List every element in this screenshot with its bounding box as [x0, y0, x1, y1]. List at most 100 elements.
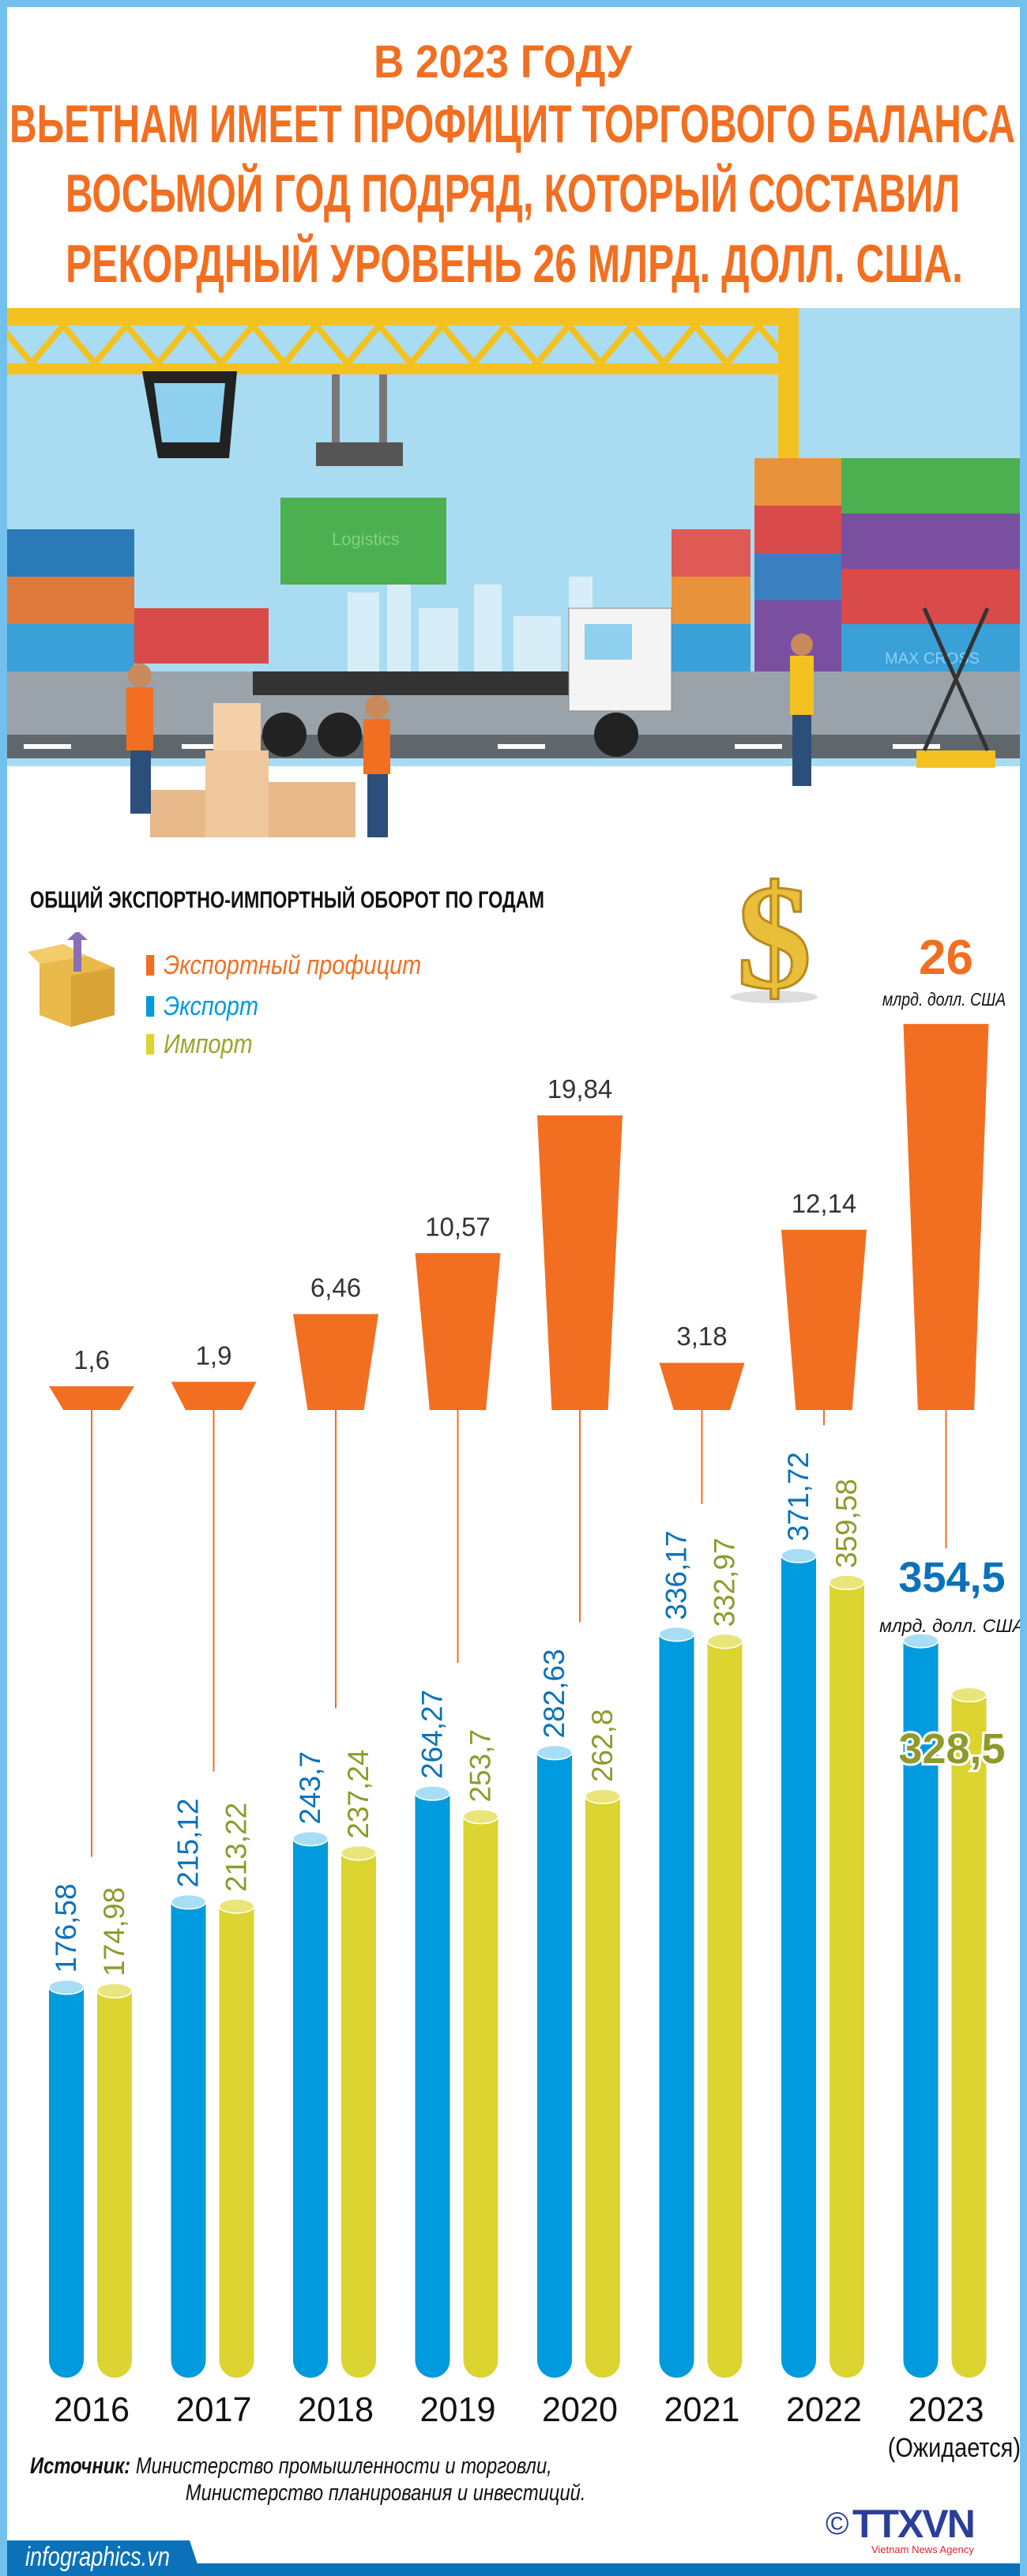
- year-group-2022: 371,72 359,58 12,14 2022: [781, 1189, 867, 2429]
- import-bar-top: [96, 1983, 133, 1999]
- legend-swatch: [146, 955, 155, 976]
- truck: [253, 607, 672, 757]
- chart-title: ОБЩИЙ ЭКСПОРТНО-ИМПОРТНЫЙ ОБОРОТ ПО ГОДА…: [30, 887, 545, 913]
- year-group-2020: 282,63 262,8 19,84 2020: [536, 1074, 623, 2429]
- import-bar-body: [97, 1991, 132, 2360]
- year-label: 2020: [542, 2390, 618, 2429]
- year-label: 2018: [298, 2390, 374, 2429]
- export-bar-top: [48, 1979, 85, 1995]
- import-bar-top: [218, 1898, 255, 1914]
- logo-subtitle: Vietnam News Agency: [871, 2544, 974, 2555]
- surplus-value-label: 1,6: [73, 1345, 110, 1374]
- logo-text: TTXVN: [852, 2502, 976, 2546]
- export-bar-body: [171, 1901, 206, 2360]
- surplus-value-label: 10,57: [425, 1212, 491, 1241]
- surplus-value-label: 19,84: [547, 1074, 613, 1104]
- export-value-label: 371,72: [782, 1452, 814, 1541]
- import-bar-body: [219, 1905, 254, 2360]
- export-value-label: 282,63: [538, 1649, 570, 1738]
- surplus-trapezoid: [49, 1386, 134, 1410]
- title-line-2: ВЬЕТНАМ ИМЕЕТ ПРОФИЦИТ ТОРГОВОГО БАЛАНСА: [9, 94, 1015, 154]
- export-bar-body: [49, 1987, 84, 2360]
- year-group-2019: 264,27 253,7 10,57 2019: [414, 1212, 501, 2429]
- year-label: 2019: [420, 2390, 496, 2429]
- year-group-2023: 2023 354,5 млрд. долл. США 328,5: [879, 1024, 1025, 2429]
- title-line-4: РЕКОРДНЫЙ УРОВЕНЬ 26 МЛРД. ДОЛЛ. США.: [66, 233, 963, 294]
- import-value-label: 237,24: [342, 1750, 374, 1839]
- box-export-icon: [28, 932, 115, 1027]
- highlight-unit: млрд. долл. США: [882, 989, 1006, 1010]
- legend-swatch: [146, 1034, 155, 1055]
- export-bar-top: [658, 1626, 695, 1642]
- import-bar-body: [951, 1694, 987, 2360]
- surplus-value-label: 1,9: [196, 1341, 232, 1370]
- import-bar-body: [830, 1582, 864, 2360]
- legend-item-import: Импорт: [146, 1029, 253, 1060]
- expected-note: (Ожидается): [887, 2433, 1021, 2463]
- legend-item-surplus: Экспортный профицит: [146, 950, 421, 981]
- surplus-trapezoid: [293, 1314, 378, 1410]
- export-value-label: 176,58: [50, 1883, 82, 1972]
- export-bar-body: [781, 1555, 816, 2360]
- page-title: В 2023 ГОДУ ВЬЕТНАМ ИМЕЕТ ПРОФИЦИТ ТОРГО…: [9, 36, 1015, 294]
- export-bar-body: [659, 1634, 694, 2360]
- footer-tab: [0, 2540, 201, 2576]
- import-bar-top: [706, 1633, 743, 1649]
- containers: Logistics MAX CROSS: [0, 458, 1027, 671]
- import-bar-body: [707, 1641, 743, 2360]
- import-value-label: 174,98: [98, 1887, 130, 1976]
- surplus-trapezoid: [415, 1253, 501, 1410]
- title-line-1: В 2023 ГОДУ: [374, 36, 633, 88]
- year-label: 2022: [786, 2390, 862, 2429]
- title-line-3: ВОСЬМОЙ ГОД ПОДРЯД, КОТОРЫЙ СОСТАВИЛ: [66, 163, 960, 224]
- year-label: 2017: [176, 2390, 252, 2429]
- import-value-label: 328,5: [898, 1725, 1005, 1773]
- source: Источник: Министерство промышленности и …: [30, 2453, 586, 2506]
- export-bar-body: [415, 1793, 450, 2360]
- export-bar-top: [781, 1547, 817, 1563]
- surplus-value-label: 6,46: [310, 1273, 361, 1303]
- dollar-icon: $: [731, 861, 818, 1007]
- copyright-icon: ©: [826, 2506, 849, 2541]
- surplus-trapezoid: [903, 1024, 989, 1410]
- site-link[interactable]: infographics.vn: [25, 2542, 170, 2572]
- import-bar-top: [829, 1574, 865, 1590]
- surplus-trapezoid: [537, 1115, 623, 1410]
- container-label: Logistics: [332, 529, 400, 549]
- year-group-2021: 336,17 332,97 3,18 2021: [658, 1322, 745, 2429]
- year-group-2018: 243,7 237,24 6,46 2018: [292, 1273, 378, 2429]
- legend-label: Экспорт: [164, 991, 259, 1021]
- surplus-trapezoid: [659, 1363, 745, 1410]
- workers-and-boxes: [126, 607, 995, 837]
- export-bar-top: [902, 1633, 939, 1649]
- year-label: 2023: [908, 2390, 984, 2429]
- year-group-2017: 215,12 213,22 1,9 2017: [170, 1341, 257, 2429]
- import-bar-body: [341, 1852, 376, 2360]
- legend-label: Импорт: [164, 1029, 253, 1059]
- highlight-value: 26: [919, 931, 973, 985]
- import-value-label: 253,7: [465, 1729, 497, 1803]
- export-bar-top: [292, 1830, 329, 1847]
- year-label: 2016: [54, 2390, 130, 2429]
- import-bar-top: [462, 1808, 499, 1825]
- import-bar-top: [950, 1687, 988, 1703]
- export-value-label: 354,5: [898, 1554, 1005, 1601]
- import-bar-body: [463, 1816, 498, 2360]
- source-line-1: Министерство промышленности и торговли,: [135, 2454, 552, 2479]
- source-label: Источник:: [30, 2454, 131, 2479]
- import-value-label: 359,58: [830, 1479, 863, 1568]
- port-illustration: Logistics MAX CROSS: [0, 308, 1027, 837]
- export-bar-body: [537, 1752, 572, 2360]
- year-label: 2021: [664, 2390, 740, 2429]
- legend-label: Экспортный профицит: [164, 950, 422, 980]
- export-bar-top: [170, 1893, 207, 1910]
- import-value-label: 332,97: [709, 1538, 741, 1627]
- legend-swatch: [146, 996, 155, 1017]
- surplus-value-label: 3,18: [676, 1322, 727, 1351]
- import-value-label: 213,22: [220, 1803, 253, 1892]
- export-bar-top: [414, 1785, 451, 1801]
- import-bar-body: [585, 1796, 620, 2360]
- export-bar-top: [536, 1744, 573, 1761]
- import-bar-top: [585, 1788, 621, 1804]
